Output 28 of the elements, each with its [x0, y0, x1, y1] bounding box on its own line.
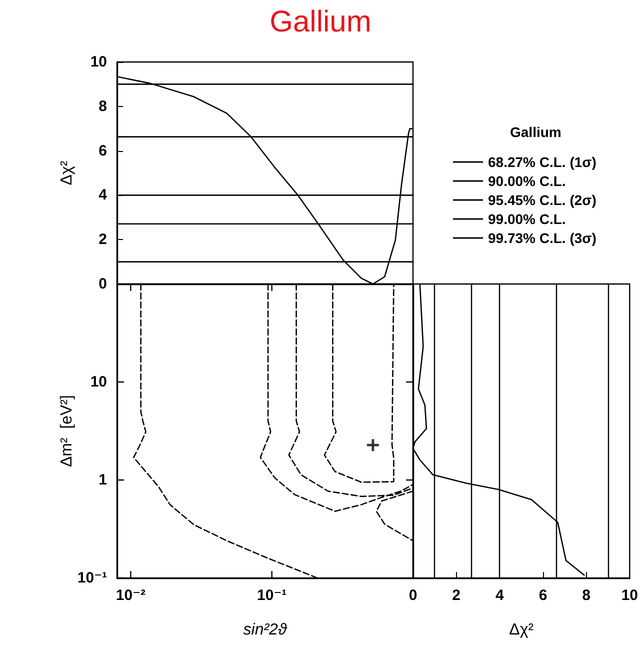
- x-tick-label: 8: [582, 587, 590, 604]
- x-tick-label: 6: [538, 587, 548, 604]
- y-tick-label: 1: [98, 472, 107, 488]
- x-tick-label: 10⁻¹: [257, 587, 287, 604]
- y-tick-label: 4: [98, 186, 108, 204]
- y-tick-label: 0: [98, 276, 107, 292]
- x-tick-label: 4: [495, 587, 504, 604]
- y-tick-label: 10: [90, 374, 107, 390]
- x-axis-title: sin²2ϑ: [243, 622, 288, 638]
- legend-label: 95.45% C.L. (2σ): [488, 192, 596, 208]
- legend-label: 99.00% C.L.: [488, 211, 566, 227]
- x-tick-label: 0: [408, 587, 418, 604]
- y-tick-label: 10: [90, 54, 107, 70]
- y-axis-title: Δm² [eV²]: [58, 394, 76, 468]
- x-tick-label: 2: [452, 587, 461, 604]
- x-tick-label: 10⁻²: [116, 587, 146, 604]
- y-axis-title: Δχ²: [58, 160, 76, 186]
- legend-label: 90.00% C.L.: [488, 173, 566, 189]
- legend-label: 99.73% C.L. (3σ): [488, 230, 596, 246]
- x-tick-label: 10: [621, 587, 638, 604]
- legend-title: Gallium: [510, 124, 562, 140]
- legend-label: 68.27% C.L. (1σ): [488, 154, 596, 170]
- y-tick-label: 6: [98, 142, 107, 160]
- y-tick-label: 10⁻¹: [77, 570, 107, 586]
- x-axis-title: Δχ²: [509, 622, 534, 638]
- chart-title: Gallium: [270, 6, 372, 38]
- y-tick-label: 2: [98, 231, 107, 248]
- y-tick-label: 8: [98, 98, 107, 115]
